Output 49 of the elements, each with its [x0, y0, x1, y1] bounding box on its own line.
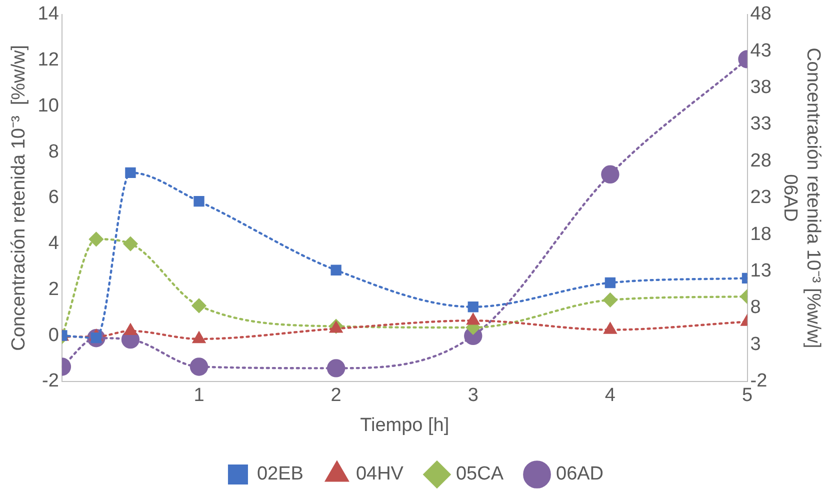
- x-axis-title: Tiempo [h]: [360, 414, 450, 436]
- y-tick-label: 2: [48, 278, 59, 300]
- y-axis-title: Concentración retenida 10⁻³ [%w/w]: [8, 44, 30, 351]
- point: [192, 298, 206, 313]
- x-tick-label: 4: [604, 385, 616, 406]
- y-tick-label: -2: [42, 370, 59, 392]
- point: [125, 167, 136, 178]
- y2-tick-label: 28: [750, 150, 772, 172]
- y2-tick-label: 43: [750, 40, 772, 62]
- y2-tick-label: 38: [750, 77, 772, 98]
- y2-tick-label: 13: [750, 260, 772, 282]
- y2-tick-label: 8: [750, 297, 761, 318]
- point: [604, 322, 616, 334]
- x-tick-label: 1: [194, 385, 204, 406]
- y-tick-label: 14: [38, 4, 60, 25]
- y-tick-label: 0: [48, 324, 59, 346]
- legend-label: 06AD: [556, 464, 604, 485]
- y-tick-label: 6: [48, 187, 59, 208]
- point: [601, 165, 620, 184]
- y2-axis-title: Concentración retenida 10⁻³ [%w/w] 06AD: [780, 48, 824, 348]
- point: [330, 264, 342, 276]
- point: [326, 359, 346, 378]
- point: [330, 322, 342, 333]
- legend-label: 05CA: [456, 464, 504, 485]
- point: [190, 358, 208, 376]
- y-tick-label: 10: [38, 95, 59, 116]
- x-tick-label: 5: [742, 385, 753, 406]
- y2-tick-label: -2: [750, 370, 768, 392]
- y2-tick-label: 48: [750, 4, 772, 25]
- y-tick-label: 8: [48, 141, 59, 162]
- y2-tick-label: 23: [750, 187, 772, 208]
- y-tick-label: 4: [48, 233, 60, 254]
- point: [123, 236, 138, 251]
- x-tick-label: 3: [468, 385, 478, 406]
- legend-label: 04HV: [356, 464, 404, 485]
- y2-tick-label: 33: [750, 114, 772, 135]
- y2-tick-label: 18: [750, 224, 772, 245]
- point: [192, 332, 206, 344]
- point: [194, 196, 204, 207]
- point: [604, 277, 616, 288]
- point: [603, 292, 618, 308]
- point: [89, 232, 104, 246]
- point: [466, 314, 480, 325]
- y-tick-label: 12: [38, 50, 59, 71]
- x-tick-label: 2: [330, 385, 342, 406]
- legend-label: 02EB: [256, 464, 304, 485]
- y2-tick-label: 3: [750, 334, 761, 355]
- point: [124, 324, 137, 336]
- point: [468, 302, 478, 312]
